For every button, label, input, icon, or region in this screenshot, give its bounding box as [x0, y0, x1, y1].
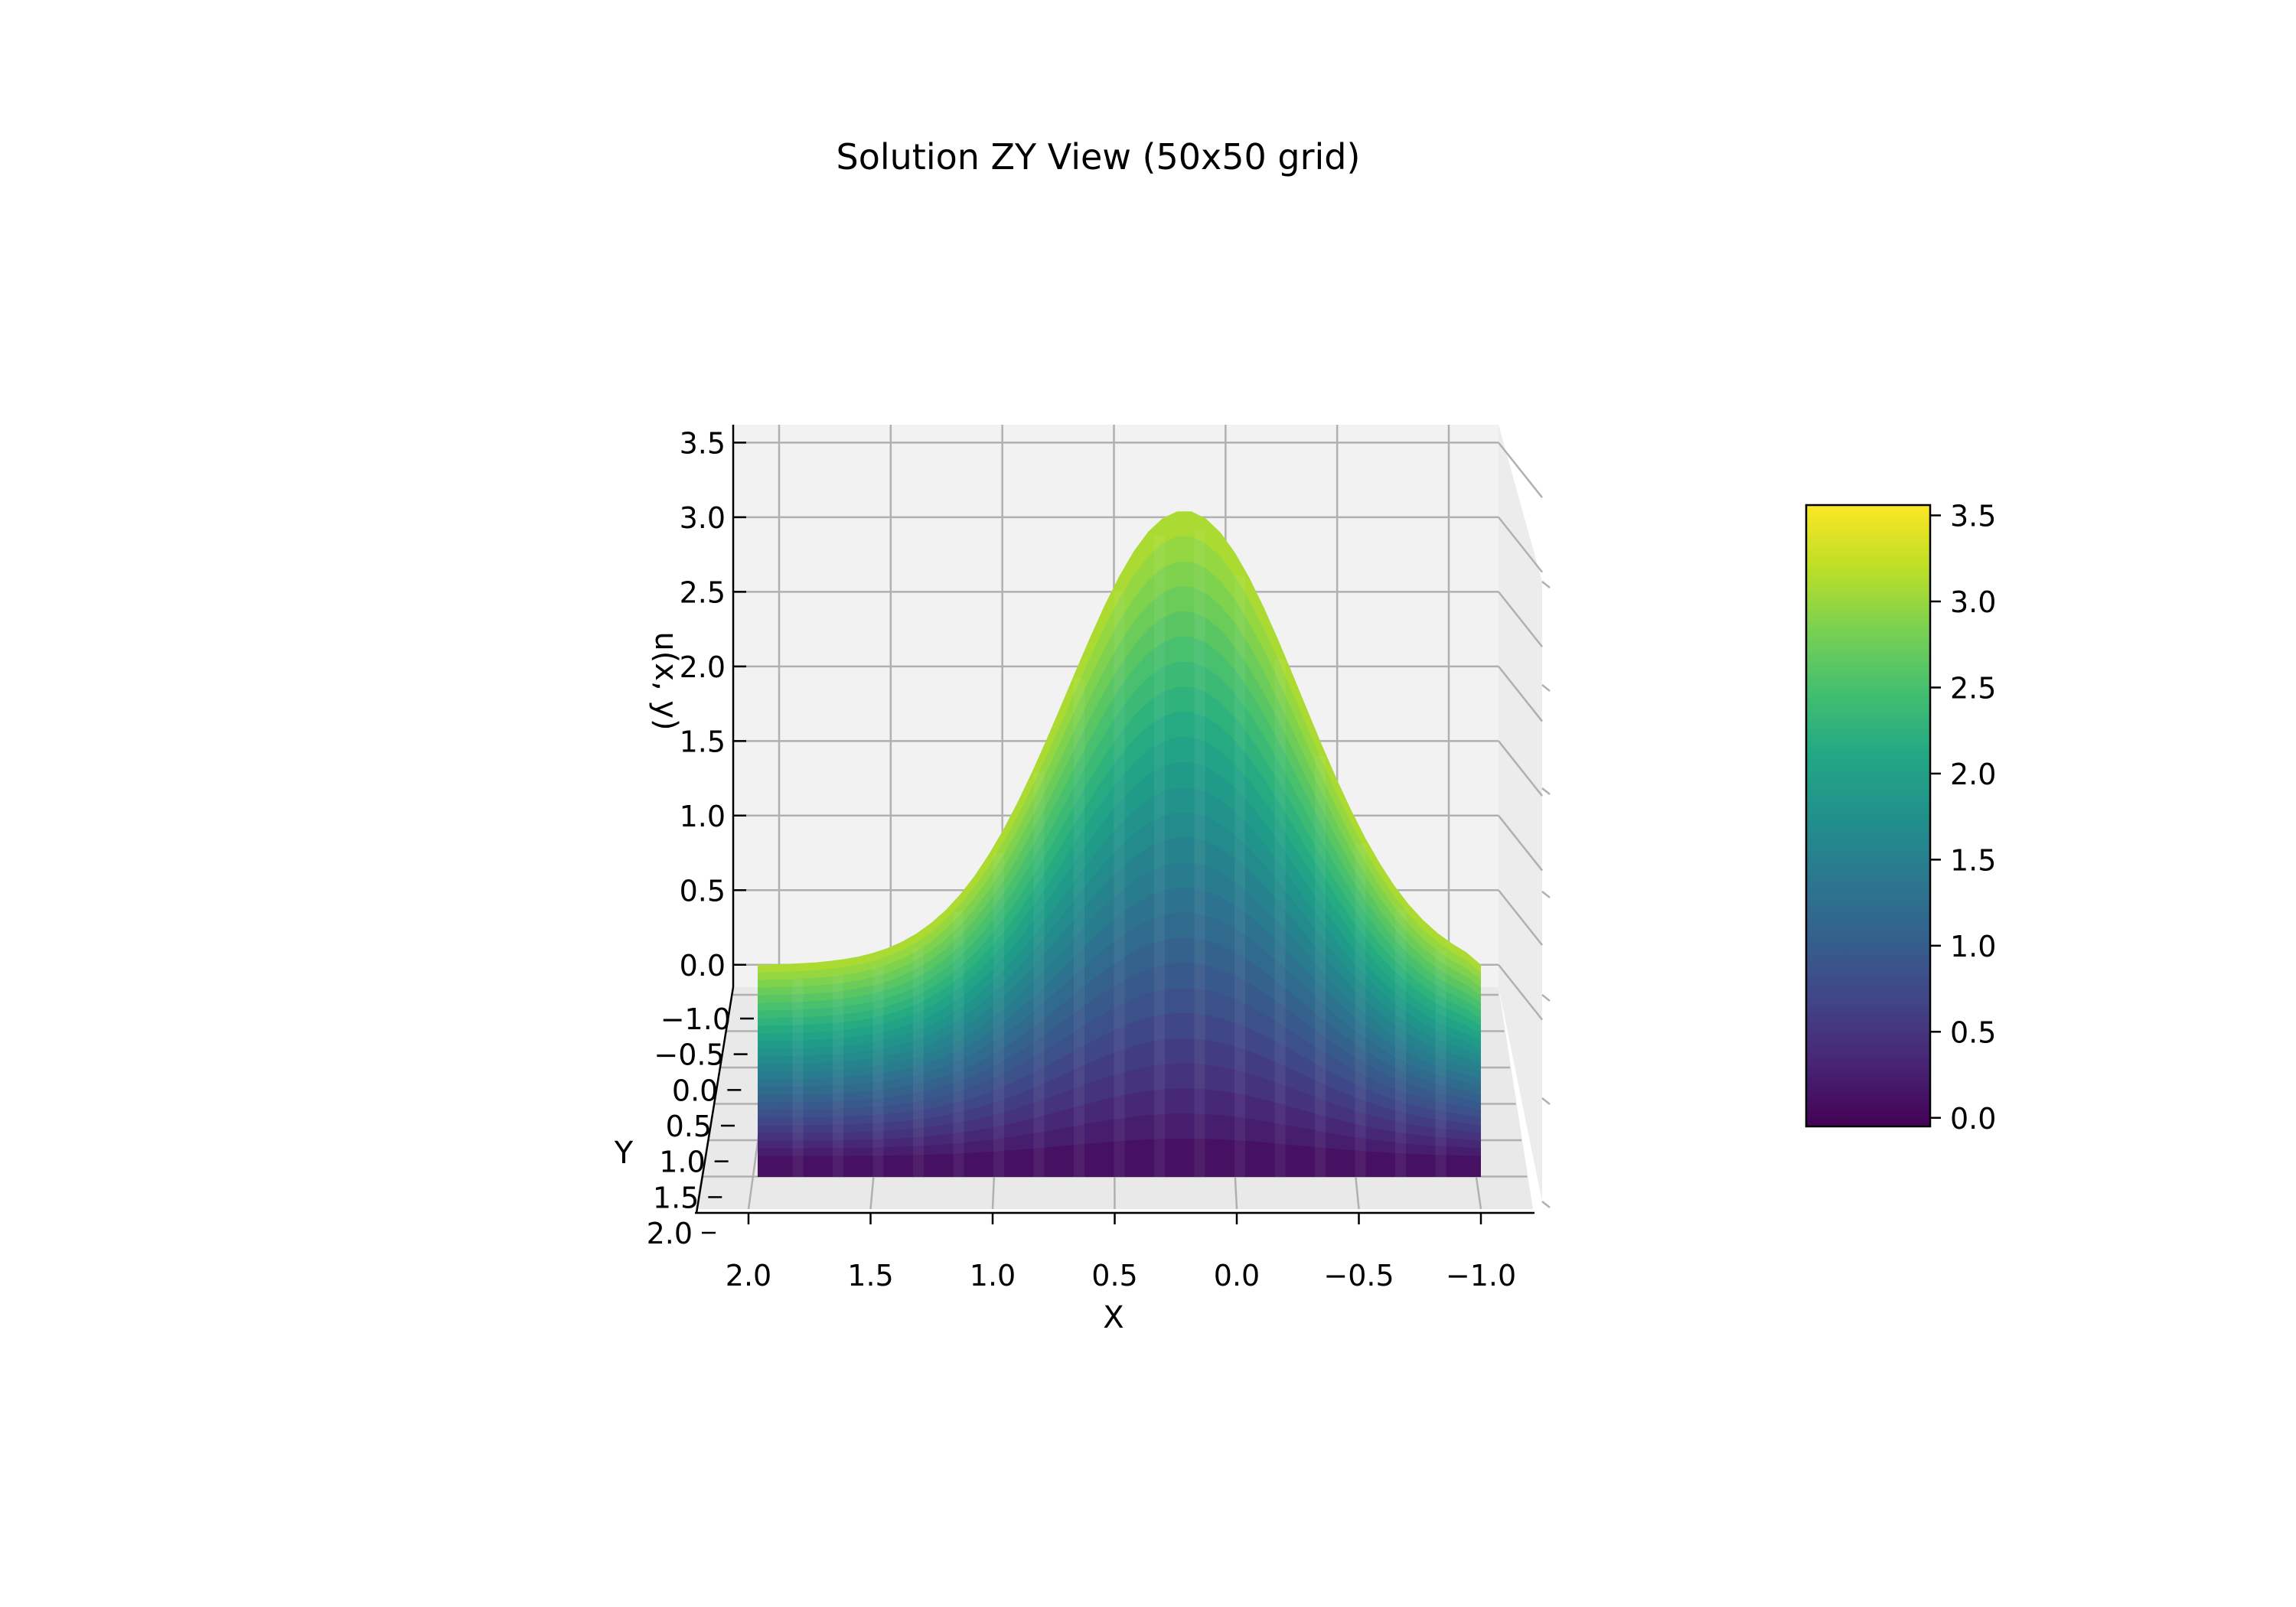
x-tick-label: −0.5	[1323, 1259, 1394, 1292]
side-grid-line	[1498, 442, 1543, 498]
x-axis-ticks: 2.0 1.5 1.0 0.5 0.0 −0.5 −1.0	[726, 1213, 1516, 1292]
side-grid-line	[1498, 517, 1543, 573]
side-tick	[1541, 891, 1551, 898]
side-tick	[1541, 1201, 1551, 1208]
y-tick-label: 2.0	[647, 1217, 693, 1250]
side-grid-line	[1498, 889, 1543, 946]
side-grid-line	[1498, 591, 1543, 647]
z-tick-label: 2.0	[680, 650, 726, 684]
side-grid-line	[1498, 963, 1543, 1021]
y-axis-label: Y	[614, 1136, 634, 1171]
side-tick	[1541, 684, 1551, 692]
z-tick-label: 3.5	[680, 426, 726, 460]
y-tick-label: 1.5	[653, 1181, 699, 1214]
colorbar	[1805, 504, 1932, 1128]
colorbar-tick-label: 1.5	[1950, 843, 1996, 877]
z-tick-label: 2.5	[680, 575, 726, 609]
side-grid-line	[1498, 666, 1543, 722]
z-axis-label: u(x, y)	[648, 631, 683, 730]
x-tick-label: 1.0	[970, 1259, 1016, 1292]
colorbar-ticks: 0.0 0.5 1.0 1.5 2.0 2.5 3.0 3.5	[1930, 499, 1996, 1136]
z-tick-label: 1.0	[680, 800, 726, 833]
x-tick-label: 0.0	[1214, 1259, 1260, 1292]
colorbar-tick-label: 3.5	[1950, 499, 1996, 533]
y-tick-label: −1.0	[660, 1002, 731, 1036]
side-grid-line	[1498, 740, 1543, 797]
y-tick-label: 0.0	[672, 1074, 718, 1107]
x-tick-label: −1.0	[1446, 1259, 1516, 1292]
colorbar-tick-label: 0.0	[1950, 1102, 1996, 1136]
z-tick-label: 0.5	[680, 874, 726, 908]
x-axis-label: X	[1103, 1300, 1124, 1335]
colorbar-tick-label: 3.0	[1950, 585, 1996, 619]
colorbar-tick-label: 0.5	[1950, 1015, 1996, 1049]
x-tick-label: 1.5	[847, 1259, 893, 1292]
side-tick	[1541, 994, 1551, 1002]
colorbar-tick-label: 2.0	[1950, 758, 1996, 791]
x-tick-label: 2.0	[726, 1259, 771, 1292]
chart-title: Solution ZY View (50x50 grid)	[837, 136, 1361, 178]
colorbar-tick-label: 2.5	[1950, 671, 1996, 705]
side-grid-line	[1498, 815, 1543, 872]
z-tick-label: 0.0	[680, 949, 726, 983]
surface-plot	[758, 511, 1481, 1177]
y-tick-label: −0.5	[654, 1038, 724, 1072]
surface-band	[758, 1139, 1481, 1177]
y-axis-line	[695, 986, 735, 1214]
side-tick	[1541, 1097, 1551, 1105]
x-tick-label: 0.5	[1091, 1259, 1137, 1292]
colorbar-tick-label: 1.0	[1950, 930, 1996, 963]
side-tick	[1541, 787, 1551, 795]
y-tick-label: 1.0	[659, 1146, 705, 1179]
z-tick-label: 3.0	[680, 501, 726, 535]
y-tick-label: 0.5	[666, 1110, 712, 1143]
z-tick-label: 1.5	[680, 725, 726, 758]
z-axis-ticks: 0.0 0.5 1.0 1.5 2.0 2.5 3.0 3.5	[680, 426, 746, 983]
y-axis-ticks: −1.0−0.50.00.51.01.52.0	[647, 1002, 754, 1250]
side-tick	[1541, 581, 1551, 588]
